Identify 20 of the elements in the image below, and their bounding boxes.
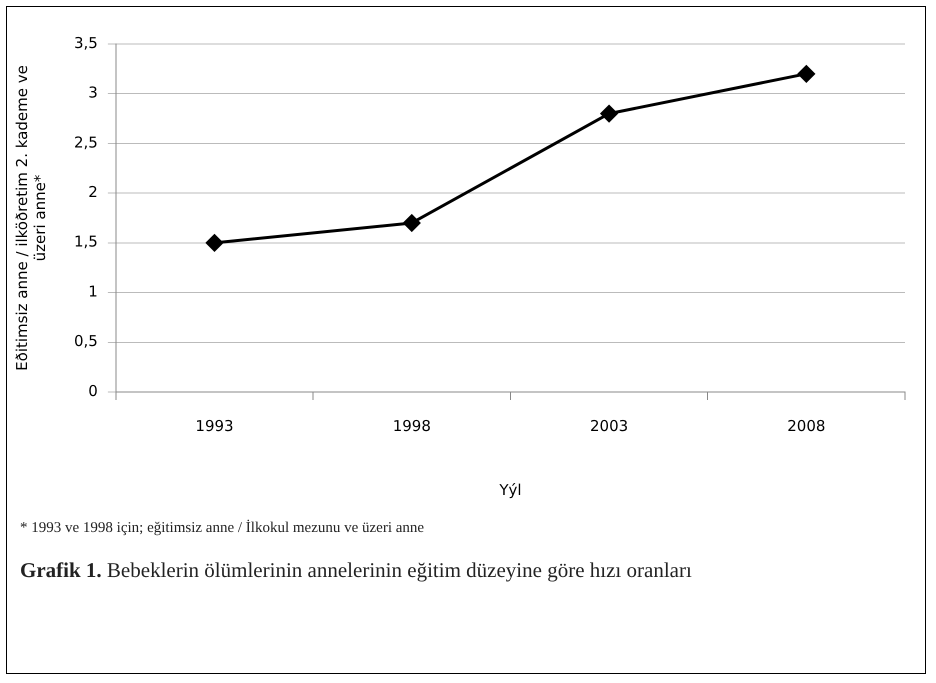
point (600, 105, 618, 122)
y-tick-label: 3,5 (74, 34, 98, 52)
text: * 1993 ve 1998 için; eğitimsiz anne / İlkokul mezunu ve üzeri anne (20, 520, 424, 537)
y-tick-label: 2 (88, 183, 98, 202)
x-tick-label: 2008 (787, 416, 826, 435)
point (403, 214, 420, 232)
point (798, 65, 815, 82)
y-tick-label: 2,5 (74, 133, 98, 152)
text: Grafik 1. Bebeklerin ölümlerinin annelerinin eğitim düzeyine göre hızı oranları (20, 557, 693, 584)
x-tick-label: 1998 (392, 416, 431, 435)
y-tick-label: 1 (88, 282, 98, 300)
y-tick-label: 1,5 (74, 232, 98, 251)
y-tick-label: 3 (88, 84, 98, 102)
x-axis-title: Yýl (498, 480, 522, 499)
x-tick-label: 1993 (195, 416, 234, 435)
point (206, 234, 223, 252)
x-tick-label: 2003 (590, 416, 628, 435)
y-tick-label: 0,5 (74, 332, 98, 350)
y-axis-title: Eðitimsiz anne / ilköðretim 2. kademe ve üzeri anne* (12, 65, 49, 371)
y-tick-label: 0 (88, 382, 98, 400)
